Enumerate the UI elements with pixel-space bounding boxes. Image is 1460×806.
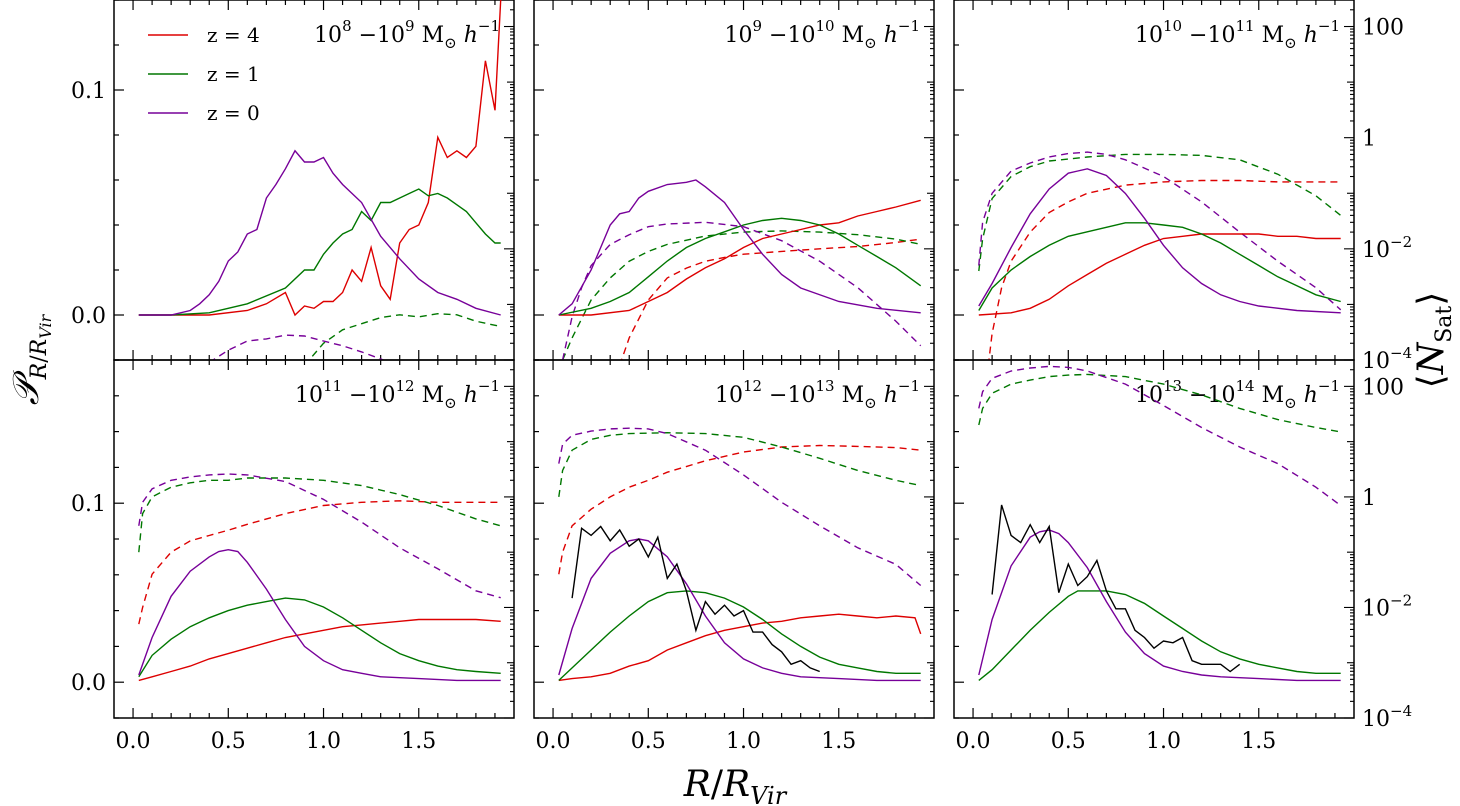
series-z1-probability bbox=[558, 590, 921, 681]
series-z1-probability bbox=[978, 222, 1341, 311]
panel-title: 1011 −1012 M⊙ h−1 bbox=[295, 377, 500, 412]
panel-plot-area bbox=[558, 427, 922, 682]
left-y-tick-label: 0.1 bbox=[71, 79, 106, 104]
series-z0-nsat-dashed bbox=[211, 334, 386, 360]
right-y-tick-label: 10−4 bbox=[1362, 344, 1412, 374]
x-axis-label: R/RVir bbox=[683, 764, 788, 806]
series-z0-probability bbox=[138, 149, 501, 316]
panel-plot-area bbox=[138, 473, 501, 682]
series-z4-nsat-dashed bbox=[558, 444, 921, 575]
panel-6: 0.0 0.5 1.0 1.5 100 1 10−2 10−4 1013 −1014 M⊙ h−… bbox=[953, 359, 1412, 754]
left-y-tick-label: 0.0 bbox=[71, 671, 106, 696]
panel-2: 109 −1010 M⊙ h−1 bbox=[533, 0, 935, 361]
right-y-tick-label: 10−4 bbox=[1362, 702, 1412, 732]
series-z1-nsat-dashed bbox=[308, 312, 501, 360]
x-tick-label: 0.5 bbox=[1051, 729, 1086, 754]
series-z4-probability bbox=[558, 199, 921, 316]
right-y-tick-label: 1 bbox=[1362, 127, 1376, 152]
legend-label: z = 4 bbox=[207, 23, 260, 47]
x-tick-label: 1.0 bbox=[306, 729, 341, 754]
panel-3: 100 1 10−2 10−4 1010 −1011 M⊙ h−1 bbox=[953, 0, 1412, 374]
panel-title: 1010 −1011 M⊙ h−1 bbox=[1135, 17, 1340, 52]
panel-1: 0.0 0.1 108 −109 M⊙ h−1 bbox=[71, 0, 515, 361]
x-tick-label: 0.0 bbox=[956, 729, 991, 754]
x-tick-label: 1.5 bbox=[1241, 729, 1276, 754]
panel-frame bbox=[953, 359, 1355, 719]
x-tick-label: 0.0 bbox=[116, 729, 151, 754]
x-tick-label: 0.5 bbox=[631, 729, 666, 754]
right-y-tick-label: 1 bbox=[1362, 486, 1376, 511]
panel-title: 108 −109 M⊙ h−1 bbox=[314, 17, 500, 52]
series-z4-probability bbox=[138, 0, 502, 317]
left-y-axis-label: 𝒫R/RVir bbox=[6, 313, 55, 405]
right-y-tick-label: 100 bbox=[1362, 16, 1404, 41]
series-z1-probability bbox=[978, 590, 1341, 681]
panel-title: 1012 −1013 M⊙ h−1 bbox=[715, 377, 920, 412]
series-z1-nsat-dashed bbox=[978, 153, 1342, 272]
series-z0-probability bbox=[138, 548, 501, 682]
series-z1-nsat-dashed bbox=[138, 477, 501, 553]
x-tick-label: 0.5 bbox=[211, 729, 246, 754]
series-z4-nsat-dashed bbox=[620, 238, 921, 360]
series-z1-nsat-dashed bbox=[561, 230, 921, 360]
series-z4-probability bbox=[558, 613, 922, 682]
x-tick-label: 0.0 bbox=[536, 729, 571, 754]
series-z4-probability bbox=[978, 233, 1341, 316]
panel-frame bbox=[953, 0, 1355, 361]
series-observed bbox=[991, 504, 1241, 673]
x-tick-label: 1.0 bbox=[726, 729, 761, 754]
series-z0-nsat-dashed bbox=[978, 151, 1342, 311]
panel-plot-area bbox=[978, 365, 1342, 682]
panel-plot-area bbox=[978, 151, 1342, 360]
right-y-tick-label: 10−2 bbox=[1362, 233, 1412, 263]
panel-frame bbox=[113, 359, 515, 719]
series-z1-probability bbox=[558, 217, 922, 316]
series-z4-probability bbox=[138, 618, 501, 682]
panel-title: 109 −1010 M⊙ h−1 bbox=[725, 17, 920, 52]
series-z4-nsat-dashed bbox=[988, 179, 1341, 360]
legend: z = 4 z = 1 z = 0 bbox=[148, 23, 260, 125]
series-z0-nsat-dashed bbox=[138, 473, 501, 599]
left-y-tick-label: 0.1 bbox=[71, 492, 106, 517]
axis-labels: R/RVir 𝒫R/RVir ⟨NSat⟩ bbox=[6, 292, 1457, 806]
panel-plot-area bbox=[558, 179, 922, 360]
panel-frame bbox=[533, 0, 935, 361]
panel-frame bbox=[113, 0, 515, 361]
legend-label: z = 0 bbox=[207, 101, 260, 125]
series-z1-nsat-dashed bbox=[978, 373, 1341, 433]
series-z1-probability bbox=[138, 597, 501, 678]
panels-group: 0.0 0.1 108 −109 M⊙ h−1 109 −1010 M⊙ h−1 100… bbox=[71, 0, 1412, 754]
right-y-tick-label: 100 bbox=[1362, 375, 1404, 400]
series-z0-nsat-dashed bbox=[558, 427, 922, 587]
series-z1-probability bbox=[138, 188, 501, 316]
right-y-tick-label: 10−2 bbox=[1362, 591, 1412, 621]
series-z0-probability bbox=[978, 529, 1341, 682]
panel-4: 0.0 0.5 1.0 1.5 0.0 0.1 1011 −1012 M⊙ h−1 bbox=[71, 359, 515, 754]
legend-label: z = 1 bbox=[207, 62, 260, 86]
panel-5: 0.0 0.5 1.0 1.5 1012 −1013 M⊙ h−1 bbox=[533, 359, 935, 754]
right-y-axis-label: ⟨NSat⟩ bbox=[1411, 292, 1457, 389]
series-z0-probability bbox=[978, 168, 1341, 314]
panel-title: 1013 −1014 M⊙ h−1 bbox=[1135, 377, 1340, 412]
series-observed bbox=[571, 525, 820, 673]
x-tick-label: 1.5 bbox=[401, 729, 436, 754]
panel-plot-area bbox=[138, 0, 502, 360]
panel-frame bbox=[533, 359, 935, 719]
series-z1-nsat-dashed bbox=[558, 431, 921, 497]
x-tick-label: 1.0 bbox=[1146, 729, 1181, 754]
series-z0-probability bbox=[558, 538, 921, 682]
x-tick-label: 1.5 bbox=[821, 729, 856, 754]
series-z0-nsat-dashed bbox=[561, 221, 922, 360]
left-y-tick-label: 0.0 bbox=[71, 304, 106, 329]
series-z0-nsat-dashed bbox=[978, 365, 1342, 507]
series-z0-probability bbox=[558, 179, 921, 316]
